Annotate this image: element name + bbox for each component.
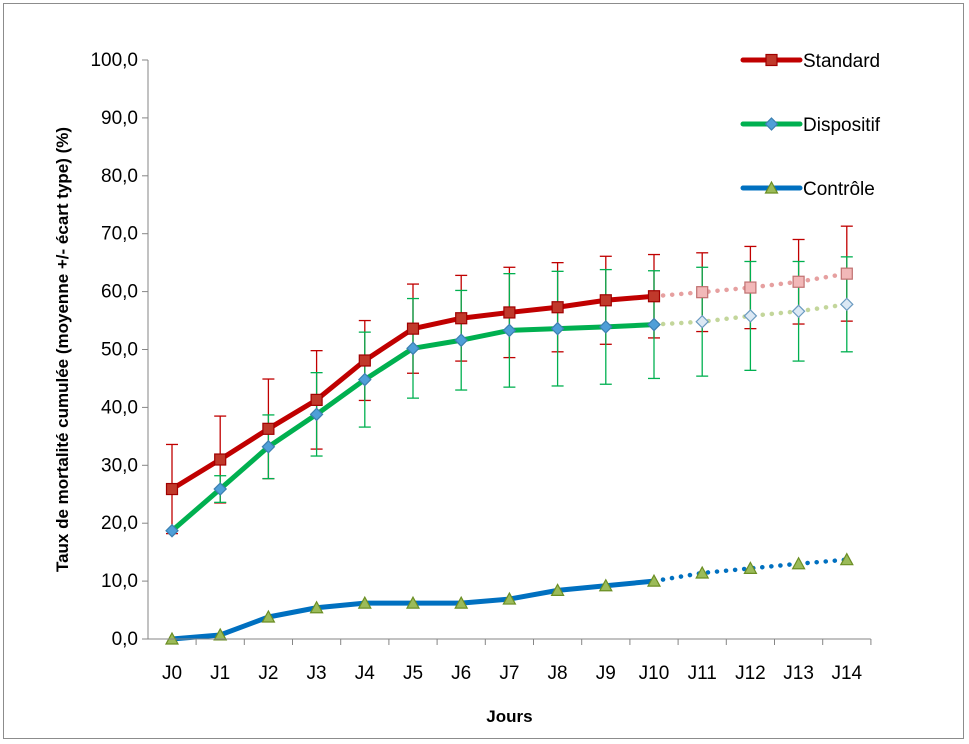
dispositif-point bbox=[261, 439, 276, 454]
y-tick-label: 60,0 bbox=[101, 282, 138, 303]
y-tick-label: 0,0 bbox=[112, 629, 138, 650]
standard-point bbox=[696, 286, 709, 299]
dispositif-point bbox=[502, 323, 517, 338]
dispositif-point bbox=[598, 320, 613, 334]
standard-point bbox=[840, 267, 853, 280]
x-tick-label: J14 bbox=[831, 663, 862, 684]
dispositif-point bbox=[550, 321, 565, 336]
x-tick-label: J12 bbox=[735, 663, 766, 684]
y-tick-label: 40,0 bbox=[101, 397, 138, 418]
legend-label-standard: Standard bbox=[803, 51, 880, 72]
controle-point bbox=[646, 573, 662, 587]
controle-point bbox=[695, 565, 710, 579]
axes bbox=[142, 59, 872, 645]
standard-point bbox=[455, 312, 468, 325]
x-tick-label: J0 bbox=[162, 663, 182, 684]
standard-point bbox=[647, 290, 661, 303]
x-tick-label: J10 bbox=[639, 663, 670, 684]
legend-label-dispositif: Dispositif bbox=[803, 115, 881, 136]
standard-point bbox=[214, 453, 227, 466]
tick-labels: 0,0 10,0 20,0 30,0 40,0 50,0 60,0 70,0 80,0 90,0 1… bbox=[90, 50, 862, 684]
controle-point bbox=[743, 561, 758, 574]
x-axis-title: Jours bbox=[486, 707, 532, 726]
standard-point bbox=[599, 294, 612, 307]
x-tick-label: J6 bbox=[451, 663, 471, 684]
standard-point bbox=[503, 306, 516, 319]
standard-point bbox=[262, 422, 275, 435]
dispositif-point bbox=[213, 482, 228, 496]
legend-label-controle: Contrôle bbox=[803, 179, 875, 200]
controle-projection-line bbox=[651, 557, 850, 584]
standard-point bbox=[792, 275, 805, 288]
legend-marker-dispositif bbox=[764, 117, 779, 131]
x-tick-label: J4 bbox=[355, 663, 376, 684]
y-tick-label: 30,0 bbox=[101, 455, 138, 476]
standard-point bbox=[744, 281, 757, 294]
standard-point bbox=[358, 354, 371, 367]
legend-marker-standard bbox=[765, 53, 778, 67]
standard-point bbox=[165, 482, 179, 496]
dispositif-point bbox=[357, 372, 372, 387]
standard-point bbox=[551, 301, 564, 314]
controle-point bbox=[357, 595, 372, 609]
standard-projection-line bbox=[651, 271, 850, 299]
dispositif-point bbox=[165, 523, 179, 538]
dispositif-point bbox=[839, 297, 854, 312]
x-tick-label: J5 bbox=[403, 663, 423, 684]
x-tick-label: J9 bbox=[596, 663, 616, 684]
x-tick-label: J7 bbox=[499, 663, 519, 684]
dispositif-point bbox=[647, 317, 661, 332]
error-bars bbox=[166, 225, 853, 535]
controle-point bbox=[309, 600, 324, 614]
y-tick-label: 90,0 bbox=[101, 108, 138, 129]
dispositif-point bbox=[695, 314, 710, 329]
dispositif-point bbox=[791, 304, 806, 319]
dispositif-point bbox=[406, 341, 420, 356]
controle-point bbox=[550, 583, 565, 596]
controle-point bbox=[791, 556, 806, 570]
controle-point bbox=[839, 552, 854, 566]
y-tick-label: 10,0 bbox=[101, 571, 138, 592]
y-tick-label: 70,0 bbox=[101, 224, 138, 245]
controle-point bbox=[405, 595, 421, 609]
dispositif-point bbox=[454, 333, 469, 348]
controle-point bbox=[213, 627, 228, 641]
controle-point bbox=[502, 591, 517, 605]
y-tick-label: 100,0 bbox=[90, 50, 138, 71]
x-tick-label: J8 bbox=[548, 663, 568, 684]
x-tick-label: J1 bbox=[210, 663, 230, 684]
y-tick-label: 20,0 bbox=[101, 513, 138, 534]
controle-point bbox=[261, 609, 276, 623]
dispositif-point bbox=[309, 407, 324, 422]
dispositif-point bbox=[743, 309, 758, 323]
y-tick-label: 80,0 bbox=[101, 166, 138, 187]
controle-point bbox=[598, 578, 613, 592]
x-tick-label: J2 bbox=[258, 663, 278, 684]
x-tick-label: J3 bbox=[307, 663, 327, 684]
controle-point bbox=[454, 595, 469, 609]
x-tick-label: J13 bbox=[783, 663, 814, 684]
x-tick-label: J11 bbox=[688, 663, 717, 684]
series-markers bbox=[164, 267, 854, 645]
standard-point bbox=[406, 322, 420, 335]
chart-frame bbox=[3, 3, 964, 739]
y-axis-title: Taux de mortalité cumulée (moyenne +/- é… bbox=[53, 127, 72, 572]
legend-marker-controle bbox=[764, 180, 779, 194]
controle-line bbox=[169, 578, 657, 642]
y-tick-label: 50,0 bbox=[101, 340, 138, 361]
legend: Standard Dispositif Contrôle bbox=[740, 51, 881, 200]
standard-point bbox=[310, 393, 323, 406]
